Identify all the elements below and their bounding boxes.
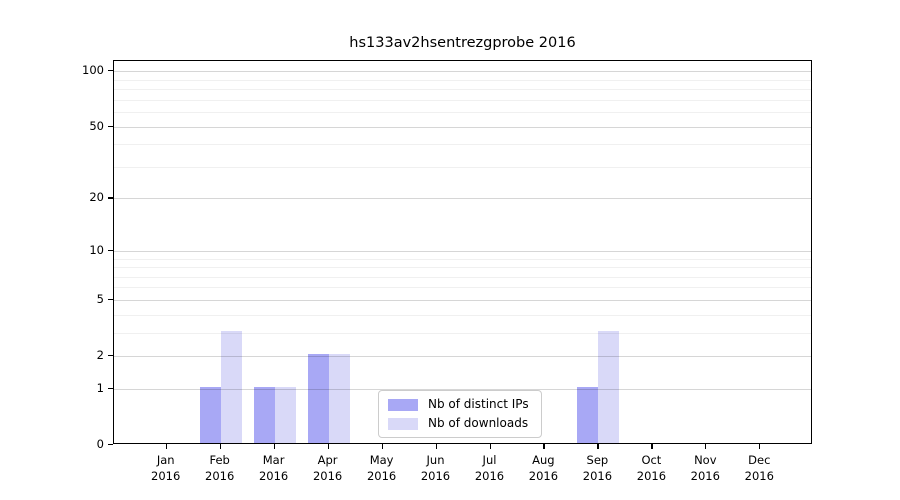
y-tick-label: 0 bbox=[96, 437, 104, 451]
gridline-minor bbox=[114, 144, 811, 146]
x-tick-label: Aug 2016 bbox=[528, 453, 559, 483]
y-tick-label: 1 bbox=[96, 380, 104, 395]
y-tick-mark bbox=[108, 298, 113, 301]
plot-area bbox=[113, 60, 812, 444]
y-tick-mark bbox=[108, 249, 113, 251]
gridline-major bbox=[114, 198, 811, 200]
bar-downloads bbox=[220, 330, 242, 443]
gridline-minor bbox=[114, 89, 811, 91]
x-tick-mark bbox=[165, 444, 167, 449]
x-tick-mark bbox=[759, 444, 761, 449]
gridline-major bbox=[114, 250, 811, 252]
legend-label-distinct-ips: Nb of distinct IPs bbox=[428, 397, 529, 411]
y-tick-label: 2 bbox=[96, 348, 104, 362]
gridline-minor bbox=[114, 314, 811, 316]
x-tick-label: Dec 2016 bbox=[744, 453, 774, 483]
gridline-minor bbox=[114, 287, 811, 289]
x-tick-mark bbox=[273, 444, 275, 449]
legend-swatch-downloads bbox=[388, 417, 418, 430]
y-tick-label: 50 bbox=[89, 118, 104, 133]
gridline-major bbox=[114, 126, 811, 128]
bar-distinct-ips bbox=[199, 386, 221, 443]
y-tick-label: 5 bbox=[96, 291, 104, 306]
x-tick-label: Apr 2016 bbox=[312, 453, 343, 483]
bar-distinct-ips bbox=[307, 354, 329, 443]
x-tick-mark bbox=[651, 444, 653, 449]
y-tick-mark bbox=[108, 197, 113, 199]
bar-downloads bbox=[598, 330, 620, 443]
legend: Nb of distinct IPs Nb of downloads bbox=[378, 390, 542, 438]
y-tick-mark bbox=[108, 125, 113, 127]
gridline-minor bbox=[114, 166, 811, 168]
x-tick-label: Nov 2016 bbox=[690, 453, 720, 483]
gridline-minor bbox=[114, 267, 811, 268]
gridline-minor bbox=[114, 276, 811, 278]
bar-downloads bbox=[328, 354, 350, 443]
x-tick-label: Oct 2016 bbox=[636, 453, 667, 483]
grid-layer bbox=[114, 61, 811, 443]
gridline-major bbox=[114, 71, 811, 73]
gridline-minor bbox=[114, 99, 811, 101]
x-tick-label: Jun 2016 bbox=[420, 453, 451, 483]
gridline-major bbox=[114, 388, 811, 390]
x-tick-mark bbox=[219, 444, 221, 449]
x-tick-mark bbox=[489, 444, 491, 449]
y-tick-label: 20 bbox=[89, 190, 104, 205]
gridline-minor bbox=[114, 258, 811, 260]
x-tick-mark bbox=[543, 444, 545, 449]
y-tick-mark bbox=[108, 444, 113, 446]
x-tick-label: Mar 2016 bbox=[258, 453, 289, 483]
bar-distinct-ips bbox=[253, 386, 275, 443]
x-tick-mark bbox=[705, 444, 707, 449]
x-tick-label: Jan 2016 bbox=[151, 453, 181, 483]
x-tick-label: Sep 2016 bbox=[582, 453, 613, 483]
x-tick-mark bbox=[381, 444, 383, 449]
y-tick-mark bbox=[108, 70, 113, 72]
x-tick-mark bbox=[435, 444, 437, 449]
gridline-minor bbox=[114, 332, 811, 334]
y-tick-mark bbox=[108, 355, 113, 357]
legend-item-distinct-ips: Nb of distinct IPs bbox=[388, 398, 529, 411]
legend-swatch-distinct-ips bbox=[388, 398, 418, 411]
y-tick-mark bbox=[108, 387, 113, 390]
x-tick-mark bbox=[327, 444, 329, 449]
x-tick-label: Feb 2016 bbox=[205, 453, 235, 483]
y-tick-label: 10 bbox=[89, 242, 104, 257]
x-tick-mark bbox=[597, 444, 599, 449]
gridline-major bbox=[114, 356, 811, 357]
legend-item-downloads: Nb of downloads bbox=[388, 417, 529, 430]
bars-layer bbox=[114, 61, 811, 443]
gridline-minor bbox=[114, 79, 811, 81]
legend-label-downloads: Nb of downloads bbox=[428, 416, 529, 430]
y-tick-label: 100 bbox=[82, 63, 104, 78]
chart-title: hs133av2hsentrezgprobe 2016 bbox=[349, 35, 576, 51]
gridline-major bbox=[114, 299, 811, 301]
x-tick-label: May 2016 bbox=[366, 453, 397, 483]
x-tick-label: Jul 2016 bbox=[474, 453, 505, 483]
bar-distinct-ips bbox=[577, 386, 599, 443]
gridline-minor bbox=[114, 112, 811, 113]
bar-downloads bbox=[274, 386, 296, 443]
